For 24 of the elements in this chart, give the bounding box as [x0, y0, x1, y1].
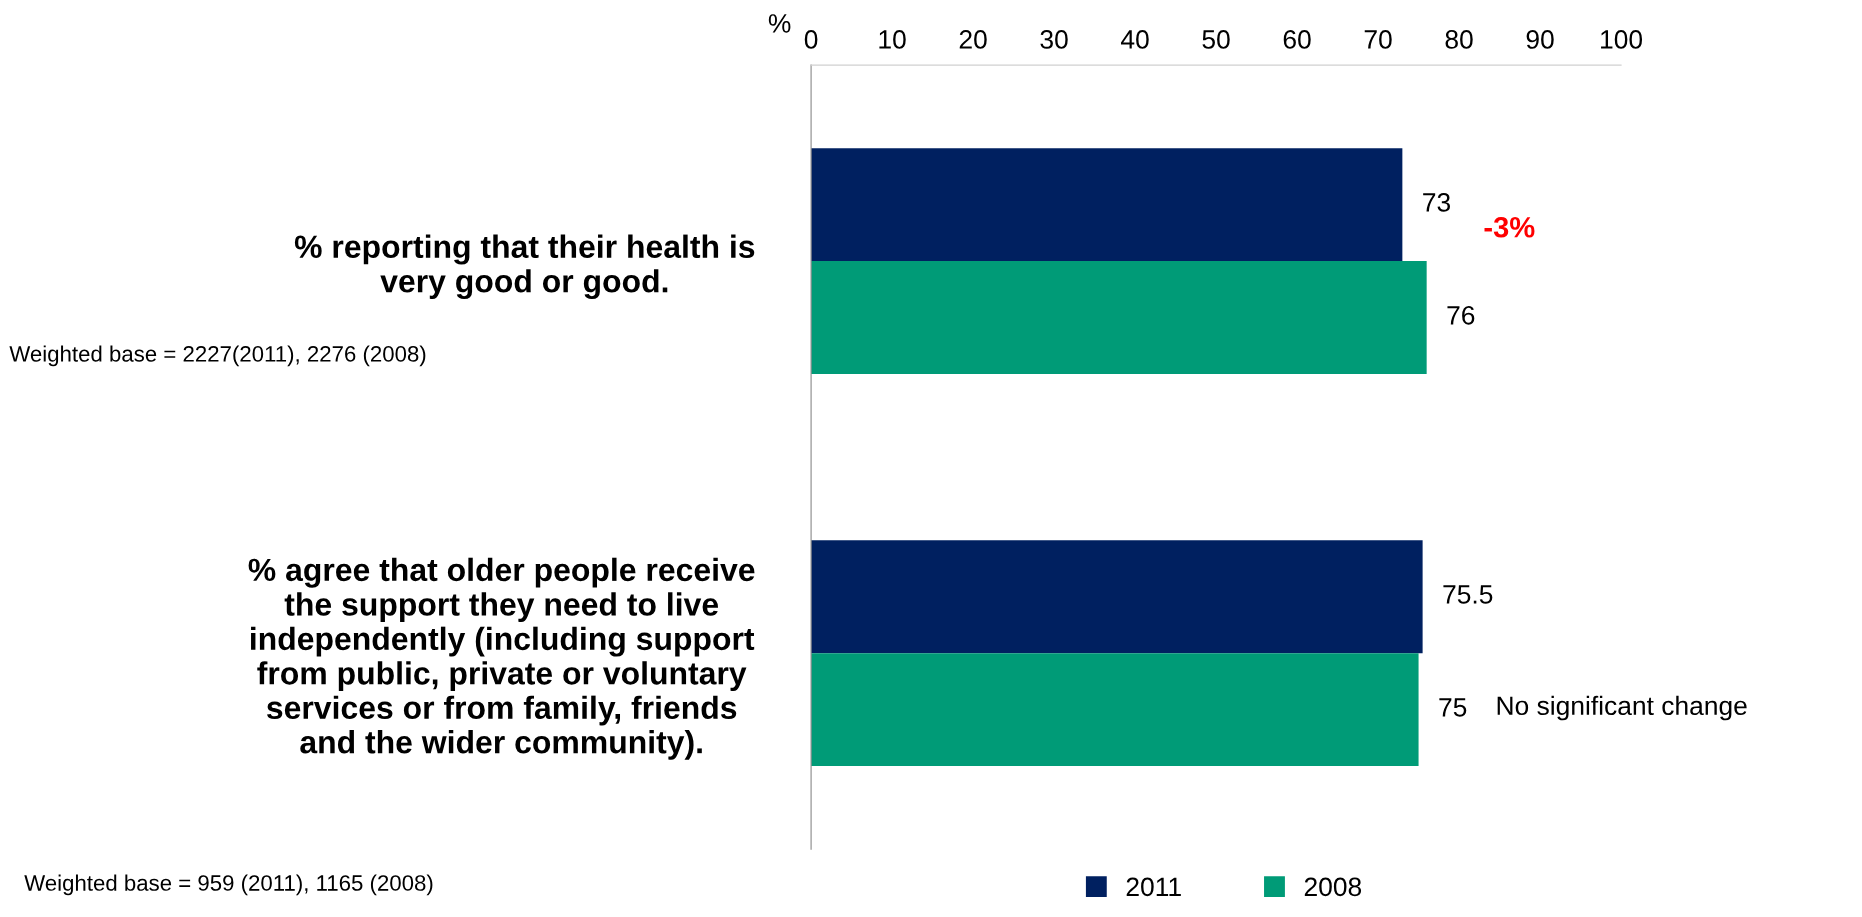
- x-axis-title: %: [768, 14, 791, 33]
- y-tick-label: % reporting that their health is very good or good.: [294, 234, 755, 300]
- x-tick-label: 50: [1202, 30, 1230, 49]
- annotation: -3%: [1484, 216, 1535, 238]
- data-label: 73: [1423, 193, 1450, 212]
- data-label: 75.5: [1443, 585, 1493, 604]
- legend-label: 2011: [1126, 877, 1181, 897]
- x-tick-label: 60: [1283, 30, 1311, 49]
- x-tick-label: 20: [959, 30, 987, 49]
- annotation: No significant change: [1497, 695, 1747, 721]
- x-tick-label: 10: [879, 30, 906, 49]
- text: Weighted base = 959 (2011), 1165 (2008): [24, 874, 433, 896]
- y-tick-label: % agree that older people receive the support they need to live independently (including support from public, private or voluntary services or from family, friends and the wider community).: [248, 557, 755, 760]
- x-tick-label: 70: [1364, 30, 1392, 49]
- data-label: 75: [1439, 698, 1467, 717]
- x-tick-label: 100: [1601, 30, 1643, 49]
- x-tick-label: 80: [1445, 30, 1473, 49]
- text: Weighted base = 2227(2011), 2276 (2008): [9, 345, 426, 367]
- x-tick-label: 0: [804, 30, 818, 49]
- data-label: 76: [1447, 305, 1475, 325]
- legend-label: 2008: [1304, 877, 1362, 897]
- x-tick-label: 90: [1526, 30, 1554, 49]
- x-tick-label: 40: [1121, 30, 1149, 49]
- x-tick-label: 30: [1040, 30, 1068, 49]
